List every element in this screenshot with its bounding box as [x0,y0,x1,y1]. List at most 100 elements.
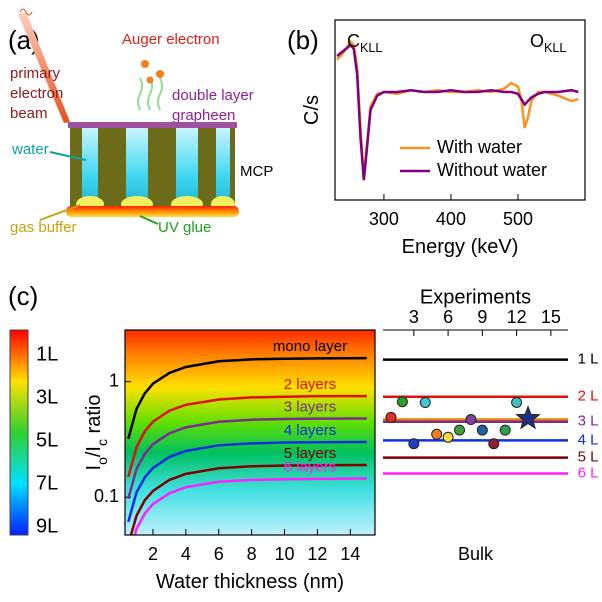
colorbar [9,329,29,536]
uv-glue [66,206,239,217]
beam-label: beam [10,105,48,122]
annotation-part: C [347,31,360,51]
mcp-channel [176,128,198,208]
x-axis-label: Energy (keV) [402,236,519,258]
x-tick-label: 8 [247,544,257,564]
x-axis-label-part: Bulk [458,544,494,564]
data-point [465,414,477,426]
data-point [454,424,466,436]
auger-electrons [137,60,164,111]
series-label: 3 layers [284,398,337,415]
x-tick-label: 14 [340,544,360,564]
data-point [476,424,488,436]
data-point [385,411,397,423]
data-point [442,431,454,443]
beam-label: electron [10,85,63,102]
graphene-label: double layer [172,87,254,104]
data-line [127,417,367,499]
x-tick-label: 400 [436,209,466,229]
beam-label: primary [10,65,61,82]
y-axis-label: C/s [301,95,323,125]
y-axis-label: Io/Ic ratio [83,395,109,471]
glue-label: UV glue [158,219,211,236]
data-line [133,477,367,535]
arrow [139,215,159,225]
level-label: 2 L [578,388,599,405]
beam-source [19,8,33,16]
series-label: 5 layers [284,445,337,462]
x-tick-label: 9 [477,307,487,327]
mcp-channel [82,128,98,208]
y-axis-label-part: o [94,457,110,465]
mcp-label: MCP [240,163,273,180]
data-line [127,440,367,523]
annotation-part: KLL [360,41,382,55]
data-line [127,356,367,440]
data-point [488,438,500,450]
mcp-channel [216,128,230,208]
x-tick-label: 6 [443,307,453,327]
diagram: (a) Auger electron primary electron beam… [8,8,273,236]
gas-label: gas buffer [10,219,76,236]
colorbar-label: 1L [36,343,58,365]
mcp-channel [126,128,148,208]
x-tick-label: 12 [507,307,527,327]
arrow [49,151,87,161]
level-label: 5 L [578,449,599,466]
auger-label: Auger electron [122,31,220,48]
x-axis-label: Water thickness (nm) [156,571,344,593]
data-line [336,43,579,181]
x-axis-label-part: Energy (keV) [402,236,519,258]
panel-label: (b) [287,25,319,55]
y-axis-label-part: C/s [301,95,323,125]
y-axis-label-part: ratio [83,395,105,439]
data-point [431,428,443,440]
y-axis-label-part: c [94,439,110,446]
x-axis-label: Bulk [458,544,494,564]
level-label: 6 L [578,465,599,482]
panel-label: (c) [8,281,38,311]
x-tick-label: 300 [369,209,399,229]
y-tick-label: 1 [109,370,119,390]
series-label: 2 layers [284,376,337,393]
series-label: 6 layers [284,458,337,475]
x-tick-label: 2 [148,544,158,564]
electron-beam [18,12,70,123]
graphene-layer [68,122,237,128]
x-tick-label: 3 [409,307,419,327]
x-tick-label: 500 [503,209,533,229]
level-label: 3 L [578,413,599,430]
x-axis-label-part: Water thickness (nm) [156,571,344,593]
data-point [408,438,420,450]
star-point [515,405,541,430]
plot-frame [334,19,586,201]
x-tick-label: 4 [181,544,191,564]
annotation-part: O [530,31,544,51]
arrow [39,204,81,221]
y-axis-label-part: I [83,465,105,471]
data-line [127,394,367,478]
x-tick-label: 6 [214,544,224,564]
legend-label: Without water [437,160,547,180]
level-label: 1 L [578,351,599,368]
y-axis-label-part: /I [83,446,105,457]
colorbar-label: 9L [36,515,58,537]
annotation: OKLL [530,31,566,56]
series-label: mono layer [273,338,347,355]
x-tick-label: 15 [541,307,561,327]
data-point [396,396,408,408]
annotation: CKLL [347,31,382,56]
series-label: 4 layers [284,422,337,439]
heatmap [125,330,375,535]
data-point [499,424,511,436]
x-tick-label: 10 [275,544,295,564]
colorbar-label: 5L [36,429,58,451]
water-label: water [11,141,49,158]
annotation-part: KLL [544,41,566,55]
colorbar-label: 7L [36,472,58,494]
chart-title: Experiments [420,286,531,308]
plot-frame [124,329,376,536]
y-tick-label: 0.1 [94,486,119,506]
data-line [129,463,367,535]
